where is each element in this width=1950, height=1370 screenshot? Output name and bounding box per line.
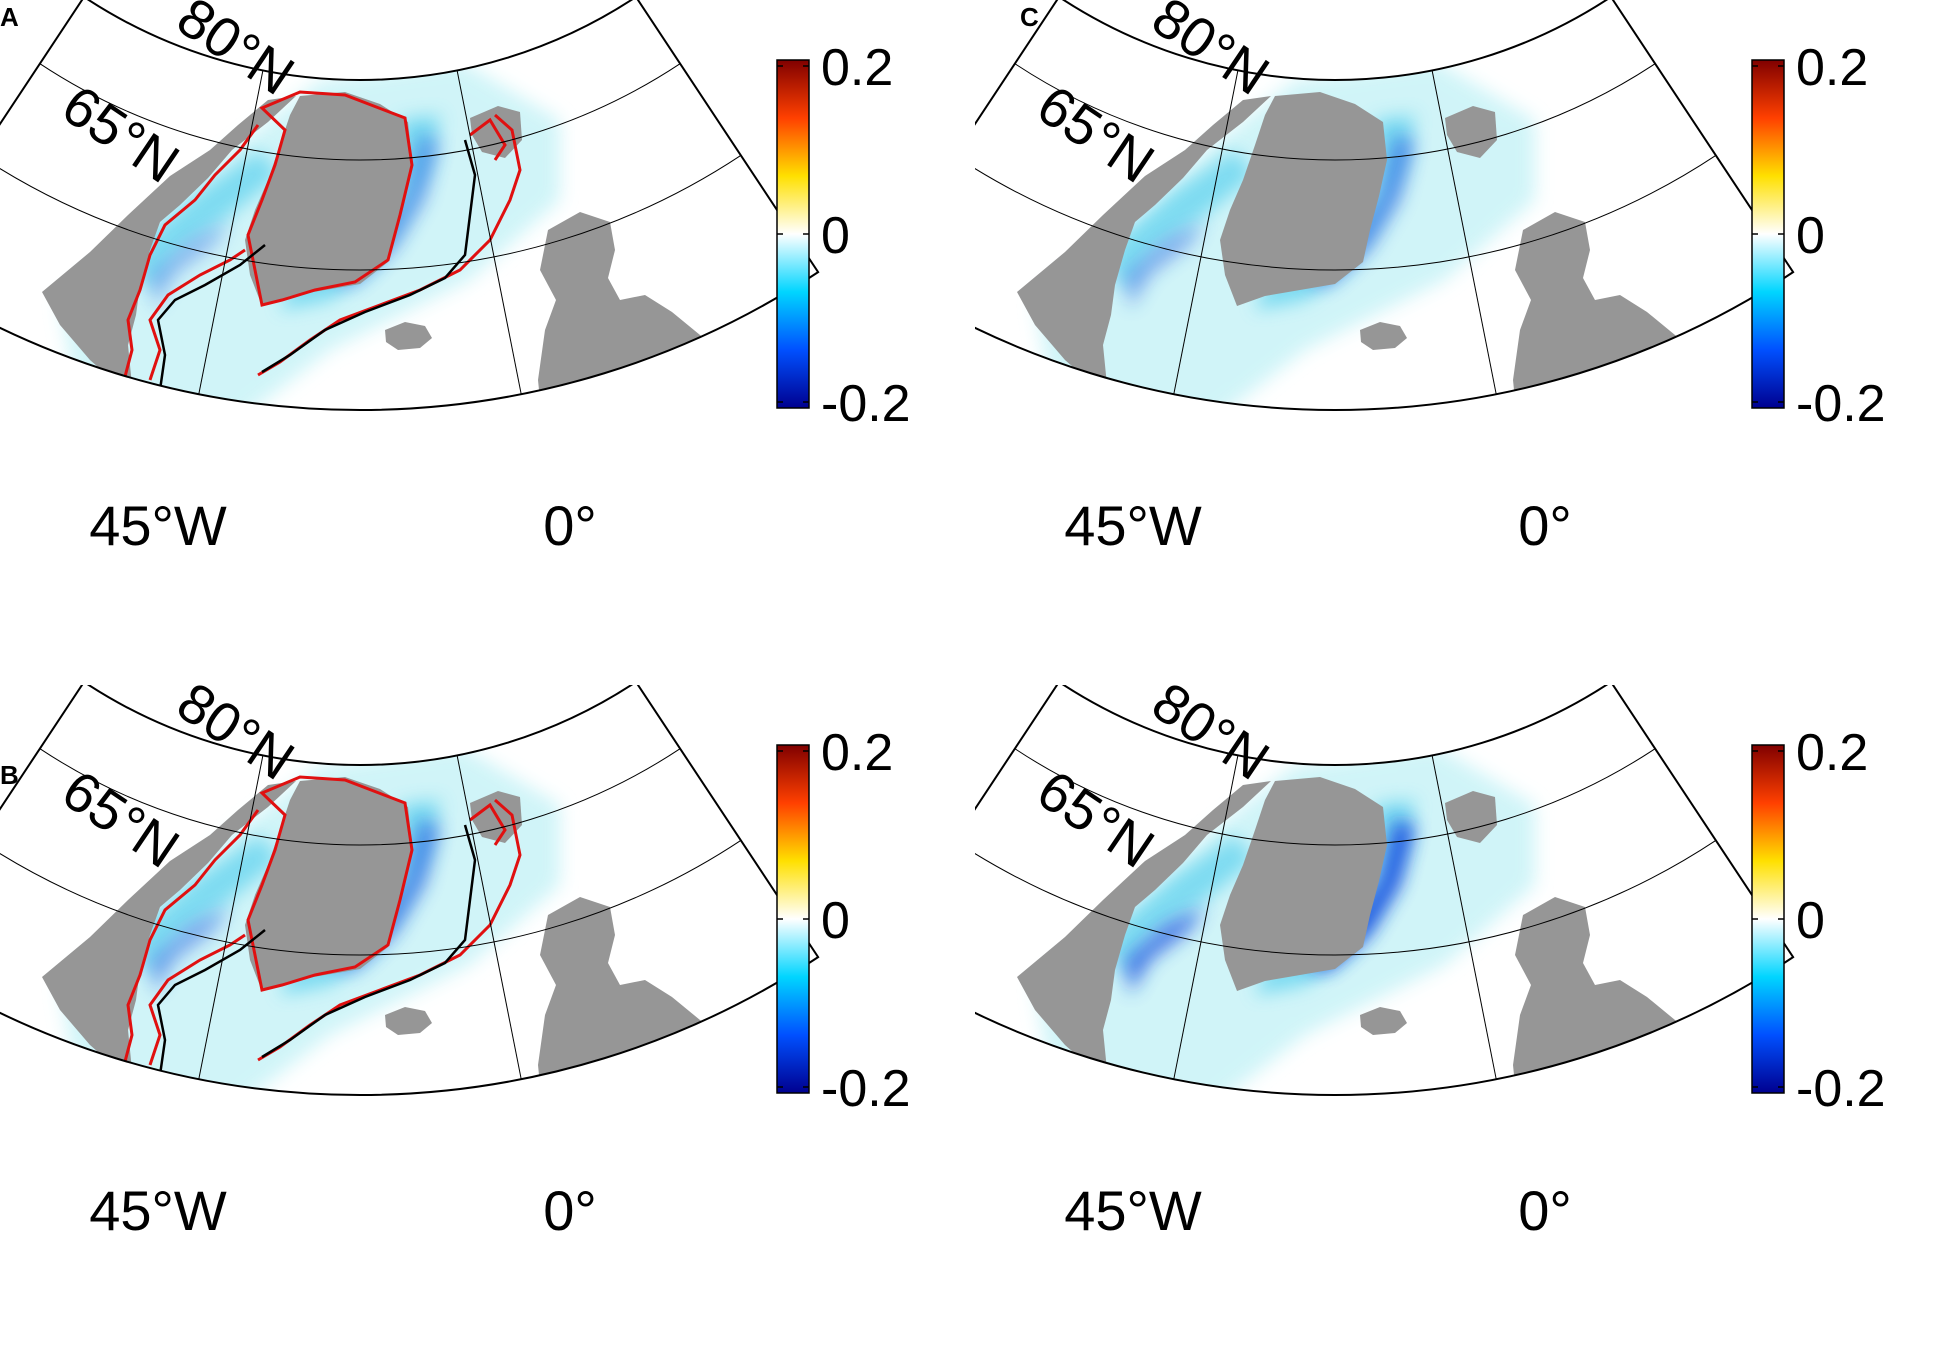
- colorbar-max-label: 0.2: [1796, 39, 1868, 97]
- east-greenland-strong-anomaly: [1305, 135, 1415, 285]
- land-mass: [478, 1093, 530, 1096]
- land-mass: [1453, 408, 1505, 411]
- panel-label: A: [0, 2, 19, 32]
- land-mass: [245, 92, 412, 306]
- parallel-line: [1014, 748, 1656, 846]
- lon-label-45w: 45°W: [1064, 1179, 1202, 1242]
- labrador-strong-anomaly: [150, 222, 230, 310]
- land-mass: [1220, 777, 1387, 991]
- parallel-line: [0, 839, 742, 956]
- sea-ice-map: 65°N80°N45°W 0°0.20-0.2: [0, 0, 911, 557]
- land-mass: [1360, 322, 1407, 350]
- colorbar-max-label: 0.2: [1796, 724, 1868, 782]
- lon-label-45w: 45°W: [89, 1179, 227, 1242]
- parallel-line: [1014, 63, 1656, 161]
- colorbar-min-label: -0.2: [1796, 375, 1886, 433]
- land-mass: [42, 781, 296, 1073]
- colorbar-mid-label: 0: [821, 892, 850, 950]
- lon-label-45w: 45°W: [89, 494, 227, 557]
- mean-ice-edge: [156, 824, 477, 1076]
- land-mass: [1445, 791, 1497, 843]
- land-mass: [385, 1007, 432, 1035]
- panel-label: C: [1020, 2, 1039, 32]
- meridian-line: [1173, 755, 1239, 1080]
- meridian-line: [1431, 755, 1497, 1080]
- colorbar-max-label: 0.2: [821, 724, 893, 782]
- land-mass: [245, 777, 412, 991]
- land-mass: [1425, 1131, 1451, 1163]
- map-frame: [975, 0, 1795, 411]
- east-greenland-strong-anomaly: [330, 135, 440, 285]
- lon-label-0: 0°: [543, 1179, 597, 1242]
- land-mass: [1017, 781, 1271, 1073]
- map-frame: [0, 685, 820, 1096]
- land-mass: [1425, 446, 1451, 478]
- parallel-line: [39, 63, 681, 161]
- labrador-anomaly: [1110, 150, 1255, 290]
- lon-label-0: 0°: [1518, 1179, 1572, 1242]
- meridian-line: [198, 70, 264, 395]
- colorbar-min-label: -0.2: [821, 1060, 911, 1118]
- graticule: [0, 63, 742, 395]
- map-panel-b: B 65°N 80°N 45°W 0° 0.2 0 -0.2: [0, 685, 975, 1370]
- lon-label-0: 0°: [1518, 494, 1572, 557]
- colorbar-min-label: -0.2: [821, 375, 911, 433]
- map-content: [975, 685, 1794, 1163]
- graticule: [975, 63, 1717, 395]
- labrador-strong-anomaly: [1125, 907, 1205, 995]
- mean-ice-edge: [156, 139, 477, 391]
- land-mass: [1220, 92, 1387, 306]
- land-mass: [385, 322, 432, 350]
- sea-ice-map: 65°N80°N45°W 0°0.20-0.2: [975, 685, 1886, 1242]
- land-mass: [450, 446, 476, 478]
- lon-label-45w: 45°W: [1064, 494, 1202, 557]
- labrador-anomaly: [135, 150, 280, 290]
- panel-label: B: [0, 760, 19, 790]
- colorbar-mid-label: 0: [821, 207, 850, 265]
- parallel-line: [39, 748, 681, 846]
- map-panel-a: A 65°N 80°N 45°W 0° 0.2 0 -0.2: [0, 0, 975, 685]
- parallel-line: [975, 839, 1717, 956]
- lon-label-0: 0°: [543, 494, 597, 557]
- land-mass: [1445, 106, 1497, 158]
- meridian-line: [456, 755, 522, 1080]
- land-mass: [1360, 1007, 1407, 1035]
- map-content: [0, 0, 819, 478]
- meridian-line: [198, 755, 264, 1080]
- map-frame: [0, 0, 820, 411]
- sea-ice-map: 65°N80°N45°W 0°0.20-0.2: [0, 685, 911, 1242]
- east-greenland-strong-anomaly: [1305, 820, 1415, 970]
- sea-ice-map: 65°N80°N45°W 0°0.20-0.2: [975, 0, 1886, 557]
- map-frame: [975, 685, 1795, 1096]
- map-content: [0, 685, 819, 1163]
- graticule: [975, 748, 1717, 1080]
- meridian-line: [456, 70, 522, 395]
- labrador-strong-anomaly: [150, 907, 230, 995]
- east-greenland-strong-anomaly: [330, 820, 440, 970]
- colorbar-max-label: 0.2: [821, 39, 893, 97]
- land-mass: [1453, 1093, 1505, 1096]
- colorbar-min-label: -0.2: [1796, 1060, 1886, 1118]
- colorbar-mid-label: 0: [1796, 892, 1825, 950]
- map-panel-c: C 65°N 80°N 45°W 0° 0.2 0 -0.2: [975, 0, 1950, 685]
- map-content: [975, 0, 1794, 478]
- land-mass: [450, 1131, 476, 1163]
- land-mass: [1017, 96, 1271, 388]
- map-panel-d: D 65°N80°N45°W0°0.20-0.2: [975, 685, 1950, 1370]
- parallel-line: [975, 154, 1717, 271]
- land-mass: [42, 96, 296, 388]
- parallel-line: [0, 154, 742, 271]
- meridian-line: [1173, 70, 1239, 395]
- colorbar-mid-label: 0: [1796, 207, 1825, 265]
- labrador-strong-anomaly: [1125, 222, 1205, 310]
- land-mass: [478, 408, 530, 411]
- meridian-line: [1431, 70, 1497, 395]
- labrador-anomaly: [135, 835, 280, 975]
- graticule: [0, 748, 742, 1080]
- labrador-anomaly: [1110, 835, 1255, 975]
